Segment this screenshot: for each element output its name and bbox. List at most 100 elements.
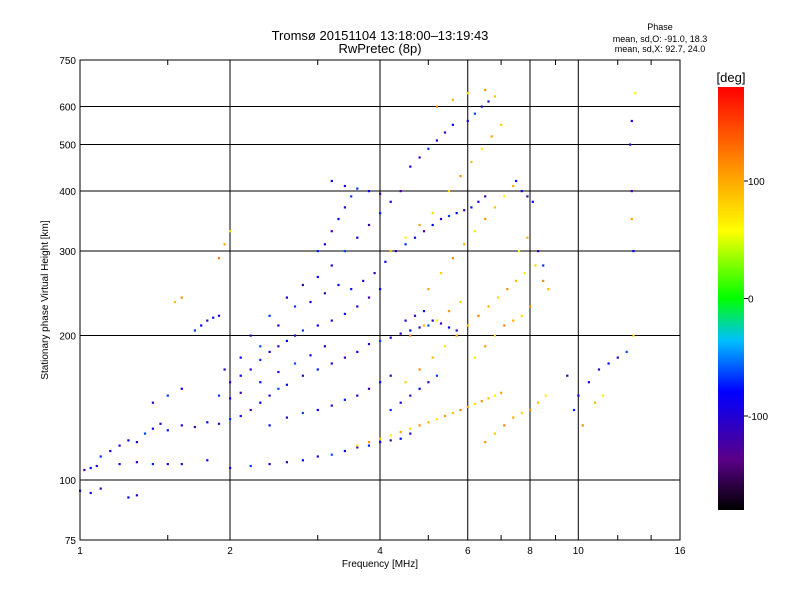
x-tick-label: 8 <box>527 546 533 557</box>
scatter-point <box>534 264 537 267</box>
scatter-point <box>418 368 421 371</box>
scatter-point <box>249 334 252 337</box>
scatter-point <box>447 326 451 329</box>
scatter-point <box>356 446 359 449</box>
scatter-point <box>493 95 496 98</box>
scatter-point <box>451 257 454 260</box>
scatter-point <box>466 405 469 409</box>
scatter-point <box>544 394 547 397</box>
scatter-point <box>330 319 333 322</box>
scatter-point <box>259 358 262 361</box>
scatter-point <box>404 381 407 384</box>
scatter-point <box>473 230 476 233</box>
scatter-point <box>418 326 421 329</box>
scatter-point <box>389 408 392 412</box>
scatter-point <box>484 195 487 198</box>
scatter-point <box>413 236 417 239</box>
scatter-point <box>431 356 434 359</box>
scatter-point <box>379 339 382 342</box>
scatter-point <box>463 243 466 246</box>
scatter-point <box>268 314 271 317</box>
scatter-point <box>547 288 550 291</box>
scatter-point <box>367 223 371 227</box>
scatter-point <box>455 329 458 332</box>
scatter-point <box>118 463 121 466</box>
scatter-point <box>135 441 138 444</box>
scatter-point <box>367 190 371 193</box>
scatter-point <box>512 319 515 322</box>
scatter-point <box>500 391 503 394</box>
scatter-point <box>473 356 476 359</box>
scatter-point <box>285 416 288 419</box>
plot-frame <box>79 59 681 541</box>
scatter-point <box>384 260 387 263</box>
scatter-point <box>293 334 297 337</box>
scatter-point <box>285 461 288 464</box>
scatter-point <box>409 165 412 168</box>
scatter-point <box>399 401 402 404</box>
scatter-point <box>389 200 392 203</box>
scatter-point <box>151 401 154 404</box>
scatter-point <box>542 264 545 267</box>
scatter-point <box>316 250 319 253</box>
scatter-point <box>512 184 515 188</box>
scatter-point <box>259 401 262 404</box>
scatter-point <box>389 374 392 377</box>
scatter-point <box>601 394 604 397</box>
scatter-point <box>95 464 98 468</box>
scatter-point <box>180 424 183 427</box>
scatter-point <box>427 421 430 424</box>
scatter-point <box>413 314 417 317</box>
scatter-point <box>379 288 382 291</box>
scatter-point <box>497 296 500 299</box>
scatter-point <box>99 487 102 490</box>
scatter-point <box>159 422 162 425</box>
scatter-point <box>316 455 319 458</box>
x-tick-label: 6 <box>465 546 471 557</box>
scatter-point <box>323 292 326 295</box>
scatter-point <box>350 195 353 198</box>
scatter-point <box>356 444 359 447</box>
scatter-point <box>301 459 304 462</box>
scatter-point <box>277 324 280 327</box>
scatter-point <box>356 350 359 353</box>
scatter-point <box>523 272 526 275</box>
colorbar-tick-label: 100 <box>748 177 765 188</box>
scatter-point <box>193 329 196 332</box>
scatter-point <box>493 206 496 209</box>
scatter-point <box>367 296 371 299</box>
data-points <box>79 88 637 499</box>
phase-info-title: Phase <box>647 22 673 32</box>
scatter-point <box>529 305 532 308</box>
scatter-point <box>249 464 252 468</box>
scatter-point <box>451 98 454 101</box>
scatter-point <box>566 374 569 377</box>
scatter-point <box>537 401 540 404</box>
scatter-point <box>173 300 176 304</box>
scatter-point <box>409 329 412 332</box>
scatter-point <box>394 250 397 253</box>
scatter-point <box>418 387 421 390</box>
scatter-point <box>477 200 480 203</box>
scatter-point <box>330 453 333 456</box>
scatter-point <box>343 356 346 359</box>
scatter-point <box>135 494 138 497</box>
scatter-point <box>268 350 271 353</box>
colorbar-ticks: 100 0 -100 <box>744 177 768 423</box>
scatter-point <box>480 400 483 403</box>
scatter-point <box>616 356 619 359</box>
scatter-point <box>526 236 529 239</box>
scatter-point <box>490 135 493 138</box>
scatter-point <box>166 394 169 397</box>
scatter-point <box>379 381 382 384</box>
y-tick-label: 400 <box>59 187 76 198</box>
scatter-point <box>229 466 232 470</box>
scatter-point <box>520 190 523 193</box>
scatter-point <box>427 324 430 327</box>
colorbar-tick-label: -100 <box>748 412 768 423</box>
scatter-point <box>515 279 518 282</box>
scatter-point <box>379 441 382 444</box>
scatter-point <box>337 217 340 221</box>
scatter-point <box>439 217 443 221</box>
